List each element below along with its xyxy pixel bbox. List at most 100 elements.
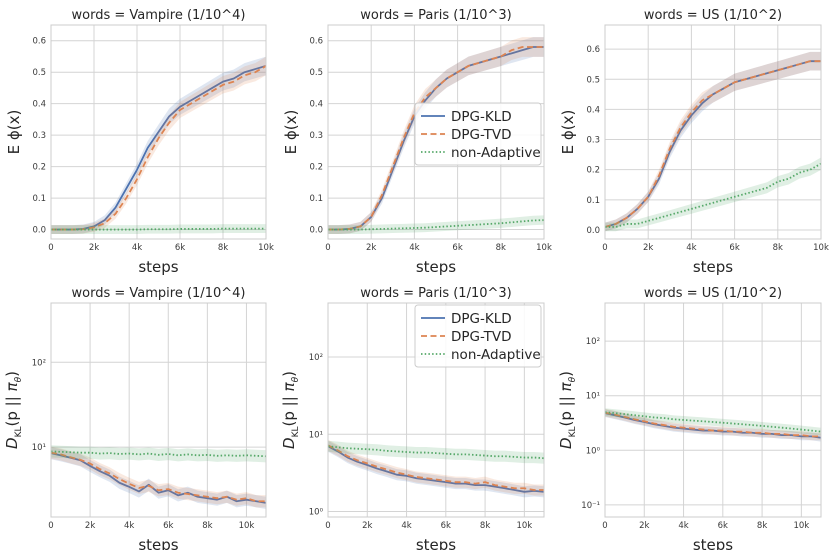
legend-entry: non-Adaptive [451, 145, 541, 161]
subplot-2: 0 2k 4k 6k 8k 10k 0.0 0.1 0.2 0.3 0.4 0.5 0.6 words =… [282, 8, 552, 276]
band-dpg-tvd [51, 56, 266, 234]
band-dpg-kld [51, 56, 266, 234]
subplot-6: 0 2k 4k 6k 8k 10k 10⁻¹ 10⁰ 10¹ 10² words = US (1/1… [557, 286, 822, 550]
x-tick-label: 0 [48, 521, 53, 531]
axes-frame [604, 24, 822, 240]
legend-entry: DPG-TVD [451, 329, 512, 345]
x-tick-label: 0 [602, 521, 607, 531]
y-axis-label: DKL(p || πθ) [557, 371, 578, 449]
x-tick-label: 0 [602, 243, 607, 253]
y-tick-label: 0.6 [586, 45, 600, 55]
series-line-dpg-tvd [51, 65, 267, 231]
series-line-non-adaptive [51, 227, 266, 231]
subplot-3: 0 2k 4k 6k 8k 10k 0.0 0.1 0.2 0.3 0.4 0.5 0.6 words =… [559, 8, 829, 276]
series-line-non-adaptive [327, 445, 545, 460]
x-tick-label: 8k [480, 521, 490, 531]
y-tick-label: 0.1 [32, 194, 46, 204]
x-tick-label: 8k [218, 243, 228, 253]
y-axis-label: E ϕ(x) [5, 110, 23, 155]
subplot-4: 0 2k 4k 6k 8k 10k 10¹ 10² words = Vampire (1/10^… [3, 286, 267, 550]
band-non-adaptive [51, 445, 266, 463]
x-axis-label: steps [416, 536, 456, 550]
x-tick-label: 6k [175, 243, 185, 253]
series-line-dpg-tvd [327, 444, 544, 491]
legend-entry: DPG-KLD [451, 109, 512, 125]
x-tick-label: 10k [813, 243, 829, 253]
x-axis-label: steps [138, 536, 178, 550]
band-dpg-tvd [51, 446, 266, 508]
x-tick-label: 8k [773, 243, 783, 253]
subplot-1: 0 2k 4k 6k 8k 10k 0.0 0.1 0.2 0.3 0.4 0.5 0.6 words =… [5, 8, 274, 276]
axes-frame [50, 24, 267, 240]
y-tick-label: 0.3 [309, 131, 323, 141]
x-tick-label: 0 [325, 521, 330, 531]
y-tick-label: 0.1 [586, 196, 600, 206]
y-axis-label: E ϕ(x) [559, 110, 577, 155]
x-tick-label: 2k [643, 243, 653, 253]
x-tick-label: 8k [202, 521, 212, 531]
band-dpg-kld [328, 37, 544, 234]
legend-box [414, 102, 542, 166]
axes-frame [327, 302, 545, 518]
series-line-dpg-kld [327, 445, 545, 493]
subplot-title: words = US (1/10^2) [644, 8, 782, 23]
series-line-dpg-kld [50, 452, 267, 504]
y-tick-label: 10⁰ [586, 446, 601, 456]
x-tick-label: 6k [441, 521, 451, 531]
x-axis-label: steps [416, 258, 456, 276]
series-line-dpg-tvd [50, 451, 266, 503]
band-non-adaptive [605, 157, 821, 232]
x-tick-label: 4k [686, 243, 696, 253]
x-tick-label: 2k [89, 243, 99, 253]
subplot-title: words = Vampire (1/10^4) [72, 8, 246, 23]
x-tick-label: 4k [678, 521, 688, 531]
legend-box [414, 304, 542, 368]
x-tick-label: 4k [409, 243, 419, 253]
y-tick-label: 0.2 [586, 166, 600, 176]
subplot-title: words = Paris (1/10^3) [360, 286, 511, 301]
x-tick-label: 10k [258, 243, 274, 253]
y-tick-label: 0.5 [32, 68, 46, 78]
band-dpg-tvd [328, 439, 544, 496]
band-dpg-kld [328, 440, 544, 498]
y-tick-label: 10² [586, 337, 600, 347]
y-tick-label: 10⁻¹ [581, 501, 600, 511]
y-tick-label: 10² [32, 358, 46, 368]
series-line-dpg-tvd [604, 60, 821, 228]
y-tick-label: 0.2 [32, 163, 46, 173]
y-tick-label: 0.3 [32, 131, 46, 141]
x-tick-label: 6k [729, 243, 739, 253]
x-tick-label: 2k [362, 521, 372, 531]
subplot-title: words = US (1/10^2) [644, 286, 782, 301]
x-tick-label: 2k [85, 521, 95, 531]
y-axis-label: E ϕ(x) [282, 110, 300, 155]
x-tick-label: 8k [757, 521, 767, 531]
y-tick-label: 0.1 [309, 194, 323, 204]
y-tick-label: 0.6 [309, 37, 323, 47]
y-tick-label: 10⁰ [309, 508, 324, 518]
x-tick-label: 6k [452, 243, 462, 253]
x-tick-label: 2k [366, 243, 376, 253]
band-dpg-tvd [605, 51, 821, 232]
legend-entry: non-Adaptive [451, 347, 541, 363]
series-line-non-adaptive [328, 219, 545, 231]
y-tick-label: 0.0 [309, 226, 323, 236]
subplot-title: words = Vampire (1/10^4) [72, 286, 246, 301]
axes-frame [50, 302, 267, 518]
series-line-dpg-tvd [604, 411, 821, 438]
x-tick-label: 0 [325, 243, 330, 253]
y-tick-label: 10¹ [309, 430, 323, 440]
y-tick-label: 0.0 [586, 226, 600, 236]
band-non-adaptive [328, 215, 544, 234]
y-tick-label: 0.5 [309, 68, 323, 78]
x-tick-label: 6k [163, 521, 173, 531]
y-tick-label: 0.5 [586, 75, 600, 85]
x-tick-label: 2k [639, 521, 649, 531]
series-line-dpg-kld [51, 65, 267, 231]
legend-entry: DPG-KLD [451, 311, 512, 327]
series-line-non-adaptive [50, 450, 267, 458]
y-tick-label: 0.4 [586, 105, 600, 115]
x-tick-label: 10k [516, 521, 532, 531]
legend-entry: DPG-TVD [451, 127, 512, 143]
y-tick-label: 0.6 [32, 37, 46, 47]
